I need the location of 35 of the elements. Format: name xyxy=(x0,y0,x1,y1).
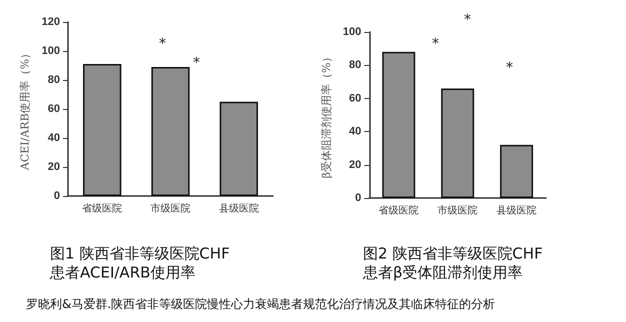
y-tick-label: 80 xyxy=(48,74,60,86)
bar xyxy=(83,64,122,196)
y-tick-label: 120 xyxy=(42,16,60,28)
x-tick-label: 市级医院 xyxy=(150,202,190,214)
annotation: * xyxy=(506,60,513,76)
y-tick-label: 0 xyxy=(54,190,60,202)
x-tick-label: 县级医院 xyxy=(496,204,537,216)
y-tick-label: 20 xyxy=(48,161,60,173)
x-tick-label: 县级医院 xyxy=(218,202,259,214)
y-tick-label: 60 xyxy=(349,92,362,104)
y-tick-label: 100 xyxy=(342,26,362,38)
y-tick-label: 40 xyxy=(48,132,60,144)
y-tick-label: 60 xyxy=(48,103,60,115)
x-tick-label: 省级医院 xyxy=(82,202,122,214)
text: 图2 陕西省非等级医院CHF 患者β受体阻滞剂使用率 xyxy=(362,244,543,282)
bar xyxy=(500,144,534,198)
x-tick-label: 市级医院 xyxy=(438,204,478,216)
annotation: * xyxy=(193,55,200,71)
y-axis-title: ACEI/ARB使用率（%） xyxy=(18,48,32,172)
y-tick-label: 40 xyxy=(349,126,362,138)
bar xyxy=(382,52,416,198)
bar xyxy=(151,66,190,196)
bar xyxy=(220,102,258,196)
annotation: * xyxy=(159,36,166,52)
text: 罗晓利&马爱群.陕西省非等级医院慢性心力衰竭患者规范化治疗情况及其临床特征的分析 xyxy=(26,296,496,313)
annotation: * xyxy=(432,36,439,52)
y-tick-label: 20 xyxy=(349,158,362,171)
x-tick-label: 省级医院 xyxy=(378,204,419,216)
text: * xyxy=(464,12,471,28)
bar xyxy=(441,88,474,198)
y-tick-label: 80 xyxy=(349,59,362,72)
y-tick-label: 0 xyxy=(355,192,362,204)
y-tick-label: 100 xyxy=(42,45,60,57)
text: 图1 陕西省非等级医院CHF 患者ACEI/ARB使用率 xyxy=(49,244,230,282)
y-axis-title: β受体阻滞剂使用率（%） xyxy=(320,52,333,178)
